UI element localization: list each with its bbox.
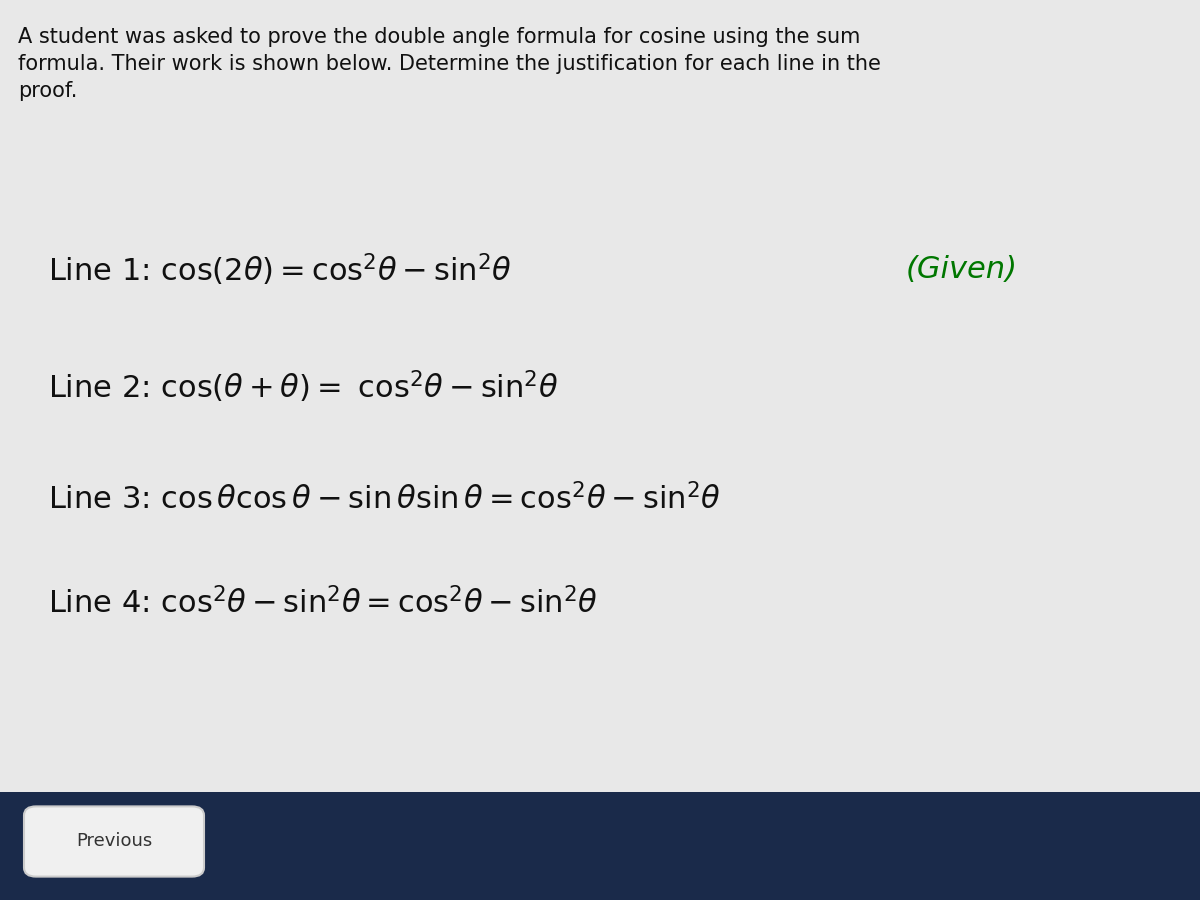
FancyBboxPatch shape xyxy=(24,806,204,877)
Text: Line 2: $\cos(\theta + \theta) = \ \cos^2\!\theta - \sin^2\!\theta$: Line 2: $\cos(\theta + \theta) = \ \cos^… xyxy=(48,369,558,405)
Text: A student was asked to prove the double angle formula for cosine using the sum
f: A student was asked to prove the double … xyxy=(18,27,881,102)
Text: Line 4: $\cos^2\!\theta - \sin^2\!\theta = \cos^2\!\theta - \sin^2\!\theta$: Line 4: $\cos^2\!\theta - \sin^2\!\theta… xyxy=(48,587,598,619)
FancyBboxPatch shape xyxy=(0,792,1200,900)
Text: (Given): (Given) xyxy=(906,256,1018,284)
FancyBboxPatch shape xyxy=(0,0,1200,792)
Text: Previous: Previous xyxy=(76,832,152,850)
Text: Line 1: $\cos(2\theta) = \cos^2\!\theta - \sin^2\!\theta$: Line 1: $\cos(2\theta) = \cos^2\!\theta … xyxy=(48,252,512,288)
Text: Line 3: $\cos\theta\cos\theta - \sin\theta\sin\theta = \cos^2\!\theta - \sin^2\!: Line 3: $\cos\theta\cos\theta - \sin\the… xyxy=(48,483,721,516)
